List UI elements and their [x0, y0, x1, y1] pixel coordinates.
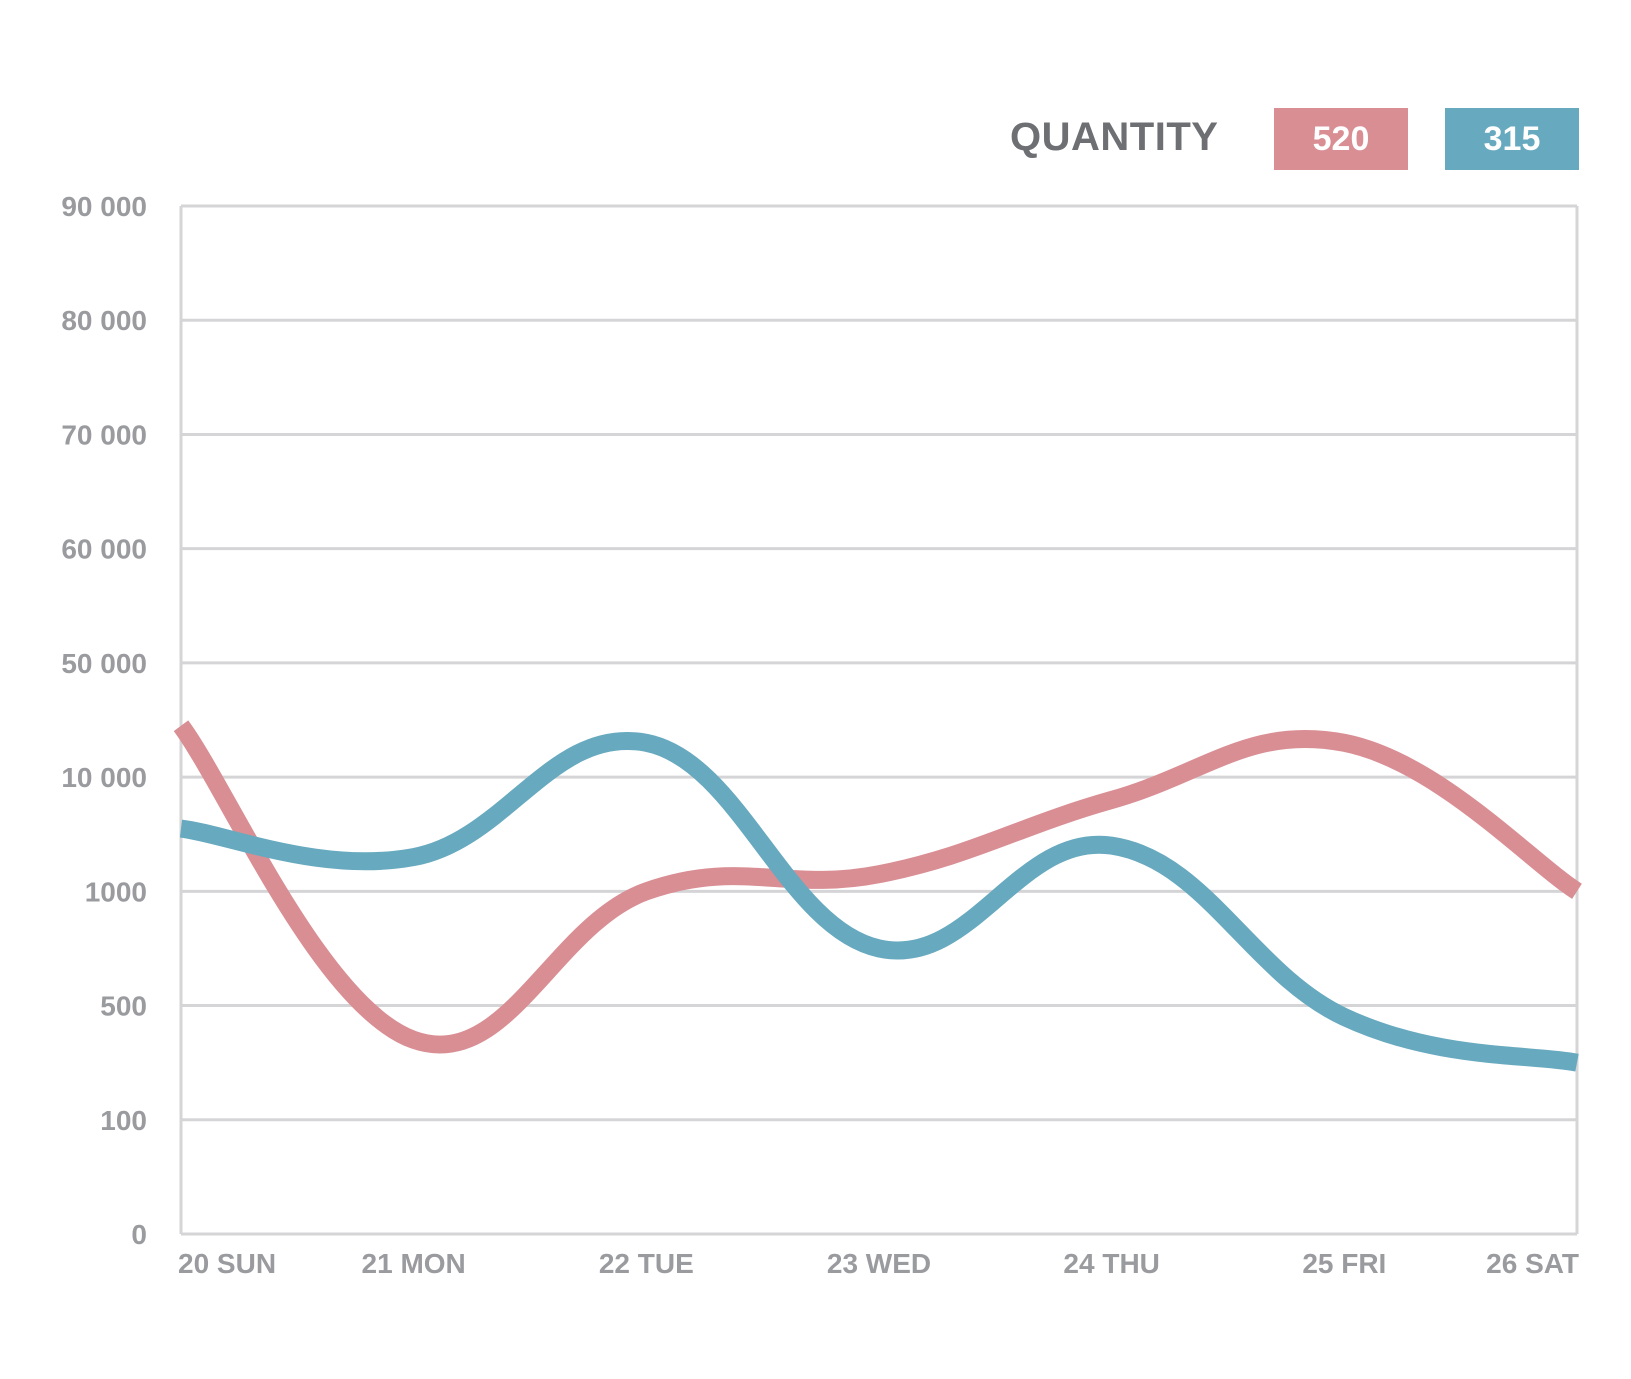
- y-tick-label: 50 000: [61, 648, 147, 679]
- x-tick-label: 24 THU: [1063, 1248, 1159, 1279]
- y-tick-label: 100: [100, 1105, 147, 1136]
- y-tick-label: 80 000: [61, 305, 147, 336]
- y-tick-label: 60 000: [61, 534, 147, 565]
- y-tick-label: 500: [100, 991, 147, 1022]
- y-tick-label: 10 000: [61, 762, 147, 793]
- series-lines: [173, 720, 1582, 1072]
- y-tick-label: 90 000: [61, 191, 147, 222]
- gridlines: [179, 204, 1579, 1236]
- legend-badge-315: 315: [1445, 108, 1579, 170]
- series-line-520: [173, 720, 1582, 1054]
- x-tick-label: 25 FRI: [1302, 1248, 1386, 1279]
- series-line-315: [179, 731, 1579, 1072]
- legend-badge-520: 520: [1274, 108, 1408, 170]
- x-tick-label: 26 SAT: [1486, 1248, 1579, 1279]
- y-tick-label: 70 000: [61, 419, 147, 450]
- x-tick-label: 20 SUN: [178, 1248, 276, 1279]
- x-axis-ticks: 20 SUN 21 MON 22 TUE 23 WED 24 THU 25 FRI 26 S…: [178, 1248, 1579, 1279]
- x-tick-label: 22 TUE: [599, 1248, 694, 1279]
- x-tick-label: 23 WED: [827, 1248, 931, 1279]
- y-tick-label: 0: [131, 1219, 147, 1250]
- y-tick-label: 1000: [85, 876, 147, 907]
- x-tick-label: 21 MON: [362, 1248, 466, 1279]
- y-axis-ticks: 0 100 500 1000 10 000 50 000 60 000 70 000 80 00…: [61, 191, 147, 1250]
- legend-title: QUANTITY: [1010, 115, 1219, 159]
